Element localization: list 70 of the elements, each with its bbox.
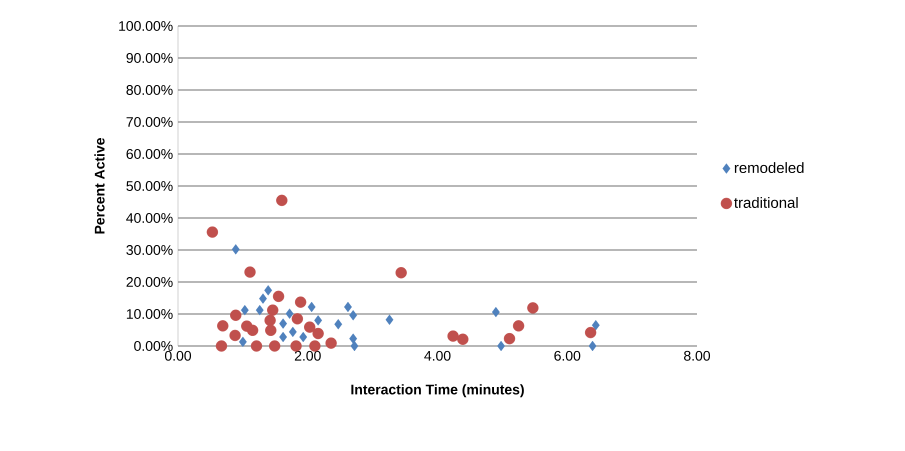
point [229, 330, 241, 342]
y-tick-label: 30.00% [126, 245, 173, 255]
point [386, 314, 394, 325]
point [267, 304, 278, 316]
point [299, 332, 308, 342]
point [349, 333, 358, 344]
point [259, 293, 267, 304]
point [268, 340, 280, 352]
y-tick-label: 80.00% [126, 85, 173, 95]
point [279, 318, 288, 329]
point [457, 334, 468, 345]
point [230, 310, 242, 321]
point [238, 336, 247, 348]
point [395, 267, 407, 278]
point [256, 304, 264, 316]
point [497, 340, 506, 352]
y-tick-label: 20.00% [126, 277, 173, 287]
point [344, 302, 352, 312]
x-tick-label: 8.00 [684, 350, 710, 361]
point [504, 332, 516, 344]
point [217, 320, 228, 332]
point [308, 302, 316, 312]
x-tick-label: 0.00 [164, 350, 192, 361]
point [492, 306, 500, 318]
point [304, 321, 316, 333]
y-tick-label: 40.00% [126, 213, 173, 223]
x-tick-label: 4.00 [424, 350, 451, 361]
legend-label: traditional [734, 196, 798, 208]
point [232, 244, 240, 255]
point [240, 304, 249, 316]
point [349, 310, 358, 320]
x-tick-label: 6.00 [554, 350, 580, 361]
y-tick-label: 60.00% [126, 149, 173, 159]
point [264, 285, 272, 296]
y-tick-label: 70.00% [126, 117, 173, 127]
point [276, 194, 288, 206]
point [279, 332, 288, 342]
point [350, 340, 358, 352]
legend-label: remodeled [734, 162, 804, 174]
point [312, 328, 324, 340]
point [216, 340, 228, 352]
point [290, 340, 302, 352]
y-tick-label: 100.00% [119, 21, 173, 31]
y-tick-label: 0.00% [134, 341, 173, 351]
point [447, 330, 459, 342]
point [334, 319, 342, 330]
point [244, 266, 256, 278]
y-tick-label: 50.00% [126, 181, 173, 191]
y-tick-label: 10.00% [126, 309, 173, 319]
point [265, 324, 276, 336]
x-tick-label: 2.00 [294, 350, 321, 361]
point [272, 290, 284, 302]
point [314, 315, 322, 326]
y-axis-title: Percent Active [94, 138, 105, 234]
point [512, 320, 524, 332]
x-axis-title: Interaction Time (minutes) [351, 384, 524, 398]
point [325, 337, 337, 349]
point [584, 326, 596, 338]
point [206, 226, 218, 238]
y-tick-label: 90.00% [126, 53, 173, 63]
point [286, 308, 294, 319]
point [288, 326, 297, 338]
point [527, 302, 539, 314]
point [592, 320, 600, 330]
point [588, 340, 596, 352]
point [250, 340, 262, 352]
point [294, 296, 306, 308]
point [264, 314, 276, 326]
point [292, 313, 304, 324]
point [246, 324, 258, 336]
